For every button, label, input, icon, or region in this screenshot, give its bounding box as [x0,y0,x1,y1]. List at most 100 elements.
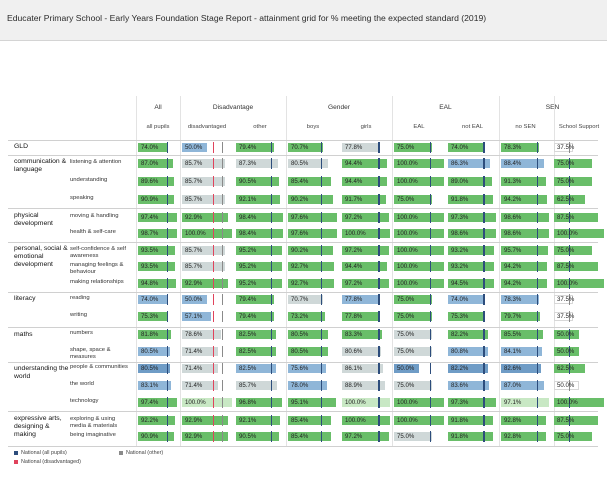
national-marker [536,363,539,374]
national-marker [213,194,215,205]
value-bar [501,279,548,288]
value-bar [394,229,444,238]
value-bar [236,143,275,152]
national-marker [569,228,571,239]
value-bar [448,159,491,168]
value-bar [288,416,331,425]
value-bar [182,143,207,152]
value-label: 92.7% [291,280,309,287]
national-marker [270,329,272,340]
national-marker [536,228,539,239]
value-bar [236,432,280,441]
value-label: 50.0% [397,365,415,372]
value-bar [554,229,604,238]
value-label: 98.4% [239,230,257,237]
value-bar [554,416,598,425]
value-label: 50.0% [557,348,575,355]
value-bar [182,295,207,304]
value-label: 78.3% [504,296,522,303]
value-bar [342,279,389,288]
value-label: 70.7% [291,296,309,303]
value-label: 79.7% [504,313,522,320]
national-marker [222,261,224,272]
value-label: 92.8% [504,433,522,440]
value-label: 97.6% [291,214,309,221]
legend: National (all pupils) National (other) Nat… [14,450,314,472]
value-label: 92.1% [239,417,257,424]
national-marker [483,431,485,442]
value-bar [554,330,579,339]
value-label: 95.2% [239,263,257,270]
value-bar [236,262,282,271]
national-marker [483,158,485,169]
value-bar [448,229,497,238]
value-bar [182,347,218,356]
value-label: 85.7% [185,263,203,270]
value-bar [138,143,168,152]
value-label: 92.2% [141,417,159,424]
value-label: 81.8% [141,331,159,338]
value-label: 96.8% [239,399,257,406]
national-marker [213,245,215,256]
national-marker [321,176,323,187]
value-label: 74.0% [141,144,159,151]
row-label: speaking [70,195,94,201]
value-label: 94.2% [504,263,522,270]
value-bar [182,312,211,321]
value-bar [448,416,493,425]
value-label: 75.0% [397,331,415,338]
value-bar [182,246,225,255]
value-label: 70.7% [291,144,309,151]
value-bar [394,347,432,356]
national-marker [430,346,432,357]
value-label: 62.5% [557,365,575,372]
value-bar [288,177,331,186]
national-marker [321,261,323,272]
value-bar [182,229,232,238]
value-bar [448,195,493,204]
value-label: 91.8% [451,433,469,440]
national-marker [222,415,224,426]
value-bar [501,195,548,204]
value-label: 71.4% [185,365,203,372]
row-label: writing [70,312,88,318]
value-bar [236,330,276,339]
category-label: maths [14,331,33,338]
national-marker [213,329,215,340]
value-bar [182,195,225,204]
value-label: 92.9% [185,417,203,424]
national-marker [270,212,272,223]
row-label: being imaginative [70,432,116,438]
value-bar [342,195,387,204]
national-marker [166,158,169,169]
national-marker [321,158,323,169]
national-marker [569,261,571,272]
value-bar [236,416,281,425]
value-label: 87.3% [239,160,257,167]
value-label: 85.7% [185,178,203,185]
value-bar [501,177,546,186]
national-marker [483,397,485,408]
national-marker [569,245,571,256]
value-label: 98.6% [504,214,522,221]
category-label: understanding the world [14,365,69,380]
value-label: 75.3% [141,313,159,320]
value-label: 92.7% [291,263,309,270]
national-marker [569,278,571,289]
national-marker [536,261,539,272]
value-label: 83.3% [345,331,363,338]
value-bar [236,312,275,321]
national-marker [483,346,485,357]
value-bar [182,381,218,390]
group-header: Disadvantage [212,104,254,111]
value-label: 89.6% [141,178,159,185]
value-label: 85.7% [239,382,257,389]
national-marker [378,212,380,223]
row-divider [8,208,598,209]
value-bar [394,295,432,304]
value-label: 77.8% [345,144,363,151]
national-marker [430,397,432,408]
value-label: 79.4% [239,313,257,320]
national-marker [213,346,215,357]
value-label: 77.8% [345,296,363,303]
